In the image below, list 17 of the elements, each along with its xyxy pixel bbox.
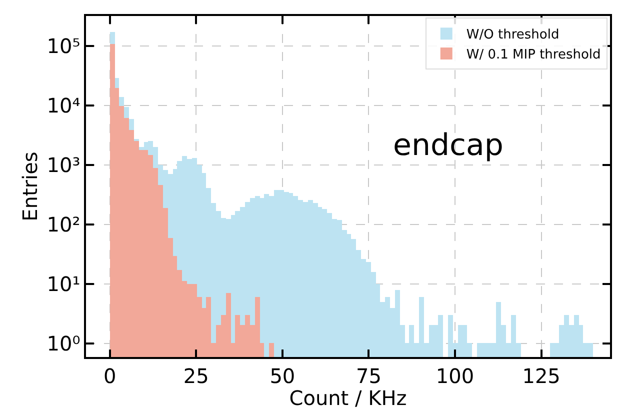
x-tick-label: 125 — [522, 364, 560, 388]
y-axis-title: Entries — [18, 152, 42, 222]
x-tick-label: 50 — [270, 364, 296, 388]
x-tick-label: 0 — [103, 364, 116, 388]
legend-label: W/O threshold — [466, 28, 560, 43]
y-tick-label: 10⁵ — [46, 34, 80, 58]
legend-label: W/ 0.1 MIP threshold — [466, 48, 601, 63]
x-tick-label: 100 — [436, 364, 474, 388]
x-axis-title: Count / KHz — [289, 386, 407, 410]
annotation: endcap — [393, 128, 504, 163]
x-tick-label: 25 — [183, 364, 209, 388]
y-tick-label: 10³ — [46, 152, 80, 177]
y-tick-label: 10² — [46, 212, 80, 236]
y-tick-label: 10¹ — [46, 272, 80, 296]
y-tick-label: 10⁰ — [46, 331, 80, 356]
y-tick-label: 10⁴ — [46, 94, 80, 118]
x-tick-label: 75 — [356, 364, 382, 388]
